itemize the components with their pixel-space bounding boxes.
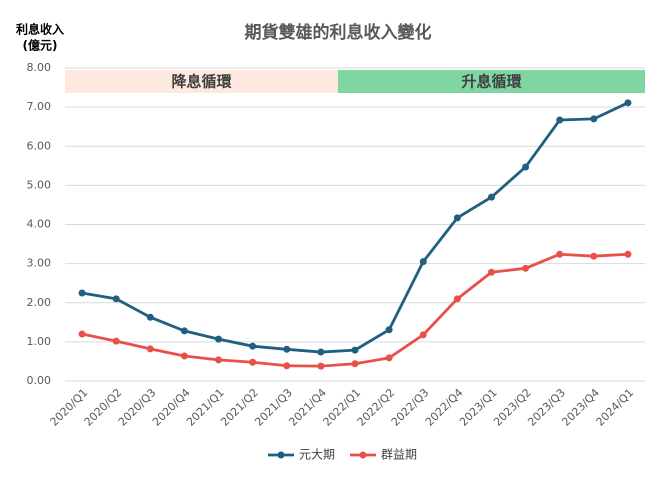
data-point <box>522 163 530 171</box>
data-point <box>283 362 291 370</box>
y-axis-label: 利息收入 <box>16 22 64 37</box>
cycle-label: 升息循環 <box>461 73 522 91</box>
cycle-label: 降息循環 <box>171 73 232 91</box>
data-point <box>351 360 359 368</box>
y-tick-label: 7.00 <box>27 100 52 113</box>
data-point <box>215 335 223 343</box>
legend-label: 群益期 <box>381 448 417 462</box>
data-point <box>146 345 154 353</box>
y-tick-label: 4.00 <box>27 218 52 231</box>
data-point <box>180 327 188 335</box>
y-tick-label: 5.00 <box>27 178 52 191</box>
data-point <box>385 354 393 362</box>
data-point <box>624 250 632 258</box>
data-point <box>419 258 427 266</box>
data-point <box>78 330 86 338</box>
data-point <box>487 268 495 276</box>
y-tick-label: 0.00 <box>27 374 52 387</box>
legend-label: 元大期 <box>299 448 335 462</box>
chart-title: 期貨雙雄的利息收入變化 <box>245 22 432 43</box>
y-axis-label: (億元) <box>23 38 58 53</box>
data-point <box>590 252 598 260</box>
y-tick-label: 6.00 <box>27 139 52 152</box>
data-point <box>249 358 257 366</box>
data-point <box>453 214 461 222</box>
data-point <box>556 250 564 258</box>
data-point <box>351 346 359 354</box>
data-point <box>180 352 188 360</box>
data-point <box>487 193 495 201</box>
data-point <box>215 356 223 364</box>
data-point <box>283 345 291 353</box>
y-tick-label: 3.00 <box>27 257 52 270</box>
legend-marker <box>359 451 367 459</box>
data-point <box>112 295 120 303</box>
data-point <box>78 289 86 297</box>
data-point <box>385 326 393 334</box>
y-tick-label: 8.00 <box>27 61 52 74</box>
data-point <box>556 116 564 124</box>
legend-marker <box>277 451 285 459</box>
y-tick-label: 1.00 <box>27 335 52 348</box>
data-point <box>419 331 427 339</box>
cycle-band <box>337 70 645 93</box>
data-point <box>590 115 598 123</box>
data-point <box>624 99 632 107</box>
data-point <box>249 342 257 350</box>
y-tick-label: 2.00 <box>27 296 52 309</box>
data-point <box>317 362 325 370</box>
data-point <box>522 264 530 272</box>
data-point <box>317 348 325 356</box>
data-point <box>146 313 154 321</box>
data-point <box>112 337 120 345</box>
cycle-band <box>65 70 338 93</box>
data-point <box>453 295 461 303</box>
